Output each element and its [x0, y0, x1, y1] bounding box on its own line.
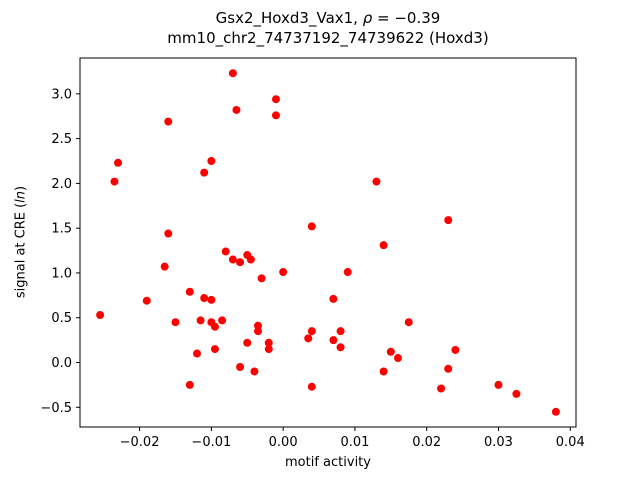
- scatter-point: [164, 229, 173, 238]
- scatter-point: [336, 343, 345, 352]
- scatter-point: [304, 334, 313, 343]
- scatter-point: [236, 258, 245, 267]
- y-axis-label: signal at CRE (ln): [14, 186, 29, 298]
- scatter-point: [200, 168, 209, 177]
- rho-symbol: ρ: [362, 9, 373, 27]
- scatter-point: [271, 111, 280, 120]
- scatter-point: [207, 156, 216, 165]
- scatter-point: [329, 294, 338, 303]
- scatter-point: [218, 316, 227, 325]
- scatter-point: [221, 247, 230, 256]
- title-rho-value: = −0.39: [372, 9, 441, 27]
- scatter-point: [343, 268, 352, 277]
- scatter-point: [257, 274, 266, 283]
- x-tick-label: 0.01: [340, 435, 369, 450]
- scatter-point: [444, 216, 453, 225]
- x-tick-label: 0.03: [484, 435, 513, 450]
- scatter-point: [336, 327, 345, 336]
- y-tick-label: 2.0: [51, 177, 72, 192]
- y-tick-label: −0.5: [40, 401, 72, 416]
- scatter-point: [160, 262, 169, 271]
- scatter-point: [372, 177, 381, 186]
- y-axis-label-close: ): [13, 185, 29, 191]
- scatter-point: [210, 322, 219, 331]
- scatter-point: [307, 382, 316, 391]
- x-tick-label: −0.02: [120, 435, 160, 450]
- scatter-point: [171, 318, 180, 327]
- y-axis-label-ln: ln: [13, 190, 29, 203]
- scatter-point: [329, 336, 338, 345]
- scatter-point: [207, 295, 216, 304]
- y-tick-label: 0.5: [51, 311, 72, 326]
- scatter-point: [512, 389, 521, 398]
- plot-frame: [79, 57, 577, 428]
- y-axis-label-text: signal at CRE (: [13, 202, 29, 299]
- x-tick-label: 0.00: [269, 435, 298, 450]
- scatter-point: [185, 287, 194, 296]
- y-tick-label: 0.0: [51, 356, 72, 371]
- scatter-point: [114, 158, 123, 167]
- scatter-point: [254, 321, 263, 330]
- y-tick-label: 3.0: [51, 87, 72, 102]
- scatter-point: [142, 296, 151, 305]
- scatter-point: [271, 95, 280, 104]
- title-line2: mm10_chr2_74737192_74739622 (Hoxd3): [167, 29, 489, 47]
- scatter-point: [307, 327, 316, 336]
- x-axis-label: motif activity: [285, 455, 371, 470]
- scatter-point: [164, 117, 173, 126]
- x-tick-label: −0.01: [191, 435, 231, 450]
- y-tick-label: 1.5: [51, 222, 72, 237]
- scatter-point: [110, 177, 119, 186]
- scatter-point: [232, 105, 241, 114]
- scatter-point: [236, 362, 245, 371]
- scatter-point: [379, 241, 388, 250]
- scatter-point: [307, 222, 316, 231]
- y-tick-label: 2.5: [51, 132, 72, 147]
- scatter-point: [404, 318, 413, 327]
- chart-title: Gsx2_Hoxd3_Vax1, ρ = −0.39 mm10_chr2_747…: [80, 8, 576, 48]
- scatter-point: [264, 345, 273, 354]
- scatter-point: [279, 268, 288, 277]
- scatter-point: [228, 69, 237, 78]
- scatter-point: [494, 380, 503, 389]
- scatter-point: [96, 311, 105, 320]
- scatter-point: [393, 354, 402, 363]
- scatter-point: [200, 294, 209, 303]
- title-line1: Gsx2_Hoxd3_Vax1, ρ = −0.39: [80, 8, 576, 28]
- scatter-point: [228, 255, 237, 264]
- scatter-point: [250, 367, 259, 376]
- scatter-point: [243, 338, 252, 347]
- scatter-point: [451, 345, 460, 354]
- scatter-point: [185, 380, 194, 389]
- y-tick-label: 1.0: [51, 266, 72, 281]
- x-tick-label: 0.02: [412, 435, 441, 450]
- scatter-point: [444, 364, 453, 373]
- scatter-point: [246, 255, 255, 264]
- scatter-point: [379, 367, 388, 376]
- x-tick-label: 0.04: [556, 435, 585, 450]
- scatter-point: [196, 316, 205, 325]
- scatter-point: [193, 349, 202, 358]
- scatter-point: [264, 338, 273, 347]
- scatter-point: [551, 407, 560, 416]
- scatter-point: [437, 384, 446, 393]
- title-text: Gsx2_Hoxd3_Vax1,: [215, 9, 363, 27]
- scatter-point: [210, 345, 219, 354]
- scatter-point: [386, 347, 395, 356]
